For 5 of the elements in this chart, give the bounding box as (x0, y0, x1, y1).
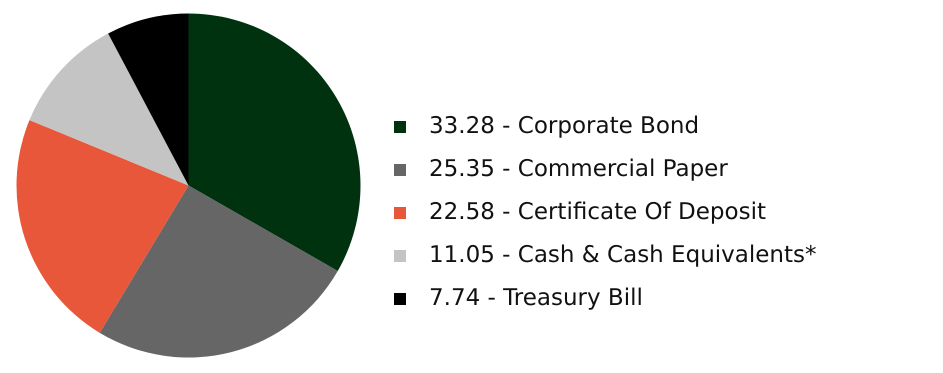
legend-label: 22.58 - Certificate Of Deposit (429, 199, 766, 225)
legend-label: 25.35 - Commercial Paper (429, 156, 728, 182)
legend-label: 33.28 - Corporate Bond (429, 113, 700, 139)
legend-label: 7.74 - Treasury Bill (429, 285, 643, 311)
legend-label: 11.05 - Cash & Cash Equivalents* (429, 242, 816, 268)
